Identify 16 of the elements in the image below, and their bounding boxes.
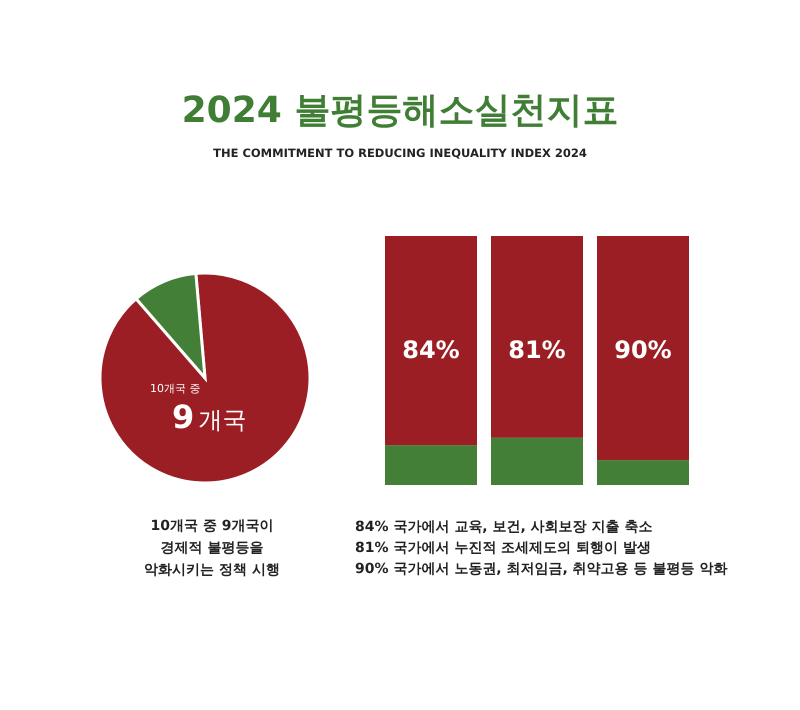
text: 10개국 중 [150, 382, 200, 395]
bar [385, 236, 477, 446]
bar [491, 438, 583, 485]
bar [385, 445, 477, 485]
data-label: 81% [508, 336, 566, 364]
text: THE COMMITMENT TO REDUCING INEQUALITY INDEX 2024 [213, 146, 587, 160]
text: 81% 국가에서 누진적 조세제도의 퇴행이 발생 [355, 540, 651, 556]
text: 84% 국가에서 교육, 보건, 사회보장 지출 축소 [355, 519, 652, 535]
bar [597, 236, 689, 460]
text: 90% 국가에서 노동권, 최저임금, 취약고용 등 불평등 악화 [355, 561, 728, 577]
text: 2024 불평등해소실천지표 [182, 90, 618, 131]
bar [491, 236, 583, 438]
data-label: 84% [402, 336, 460, 364]
data-label: 90% [614, 336, 672, 364]
text: 10개국 중 9개국이 경제적 불평등을 악화시키는 정책 시행 [144, 518, 280, 578]
bar [597, 460, 689, 485]
